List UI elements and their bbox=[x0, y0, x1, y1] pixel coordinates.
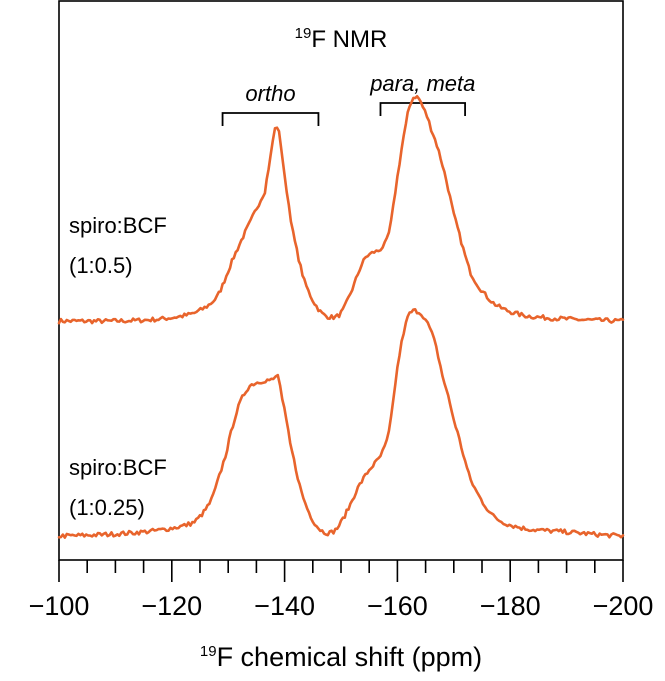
chart-title-main: F NMR bbox=[311, 26, 387, 53]
x-axis-label-sup: 19 bbox=[200, 643, 217, 660]
spectrum-trace-2 bbox=[57, 308, 625, 539]
series-label-2-line-2: (1:0.25) bbox=[69, 495, 145, 520]
spectrum-trace-1 bbox=[57, 95, 625, 325]
x-tick-label: −160 bbox=[367, 591, 428, 621]
chart-title-sup: 19 bbox=[295, 25, 312, 42]
peak-annotations: ortho para, meta bbox=[221, 71, 475, 126]
chart-title: 19F NMR bbox=[295, 25, 388, 53]
annotation-label-2: para, meta bbox=[369, 71, 475, 96]
annotation-label-1: ortho bbox=[245, 81, 295, 106]
series-label-1-line-2: (1:0.5) bbox=[69, 253, 133, 278]
x-tick-label: −120 bbox=[141, 591, 202, 621]
x-axis-tick-labels: −100 −120 −140 −160 −180 −200 bbox=[29, 591, 654, 621]
series-label-2-line-1: spiro:BCF bbox=[69, 455, 167, 480]
x-tick-label: −200 bbox=[593, 591, 654, 621]
x-axis-ticks bbox=[58, 560, 624, 582]
x-tick-label: −100 bbox=[29, 591, 90, 621]
x-axis-label: 19F chemical shift (ppm) bbox=[200, 642, 482, 672]
x-axis-label-main: F chemical shift (ppm) bbox=[217, 642, 483, 672]
x-tick-label: −180 bbox=[480, 591, 541, 621]
series-label-1-line-1: spiro:BCF bbox=[69, 213, 167, 238]
annotation-bracket-2 bbox=[379, 102, 466, 116]
series-labels: spiro:BCF (1:0.5) spiro:BCF (1:0.25) bbox=[69, 213, 167, 520]
annotation-bracket-1 bbox=[221, 112, 320, 126]
x-tick-label: −140 bbox=[254, 591, 315, 621]
spectra-traces bbox=[57, 95, 625, 539]
